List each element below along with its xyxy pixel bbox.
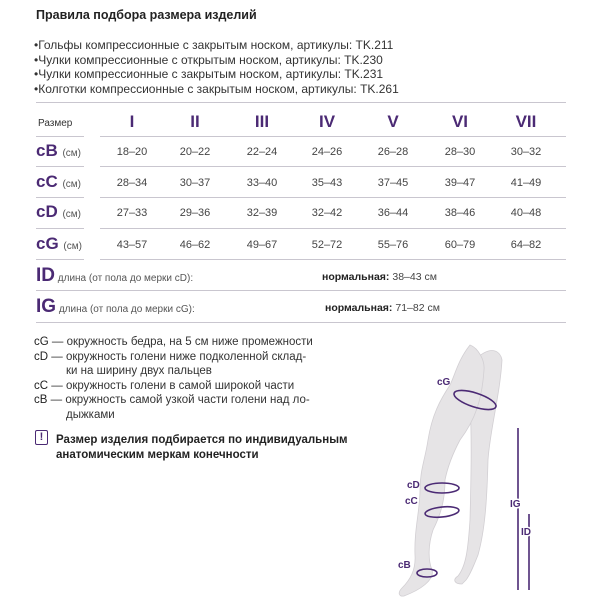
legend-item: cD — окружность голени ниже подколенной … — [34, 350, 307, 363]
table-cell: 35–43 — [311, 177, 343, 189]
row-label-cC: cC (см) — [36, 172, 82, 191]
product-item: •Чулки компрессионные с открытым носком,… — [34, 52, 383, 67]
size-header-label: Размер — [38, 118, 73, 129]
divider — [36, 102, 566, 103]
table-cell: 60–79 — [444, 239, 476, 251]
legend-item: cG — окружность бедра, на 5 см ниже пром… — [34, 336, 313, 348]
table-cell: 46–62 — [179, 239, 211, 251]
table-cell: 26–28 — [377, 146, 409, 158]
product-item: •Чулки компрессионные с закрытым носком,… — [34, 67, 384, 81]
ID-label: ID — [521, 527, 531, 538]
table-cell: 64–82 — [510, 239, 542, 251]
table-cell: 28–30 — [444, 146, 476, 158]
size-header-3: III — [254, 112, 270, 131]
cB-label: cB — [398, 560, 411, 571]
size-header-6: VI — [451, 112, 469, 131]
normal-length-ID: нормальная: 38–43 см — [322, 271, 437, 283]
divider — [36, 136, 84, 137]
cD-ring — [424, 482, 460, 494]
table-cell: 18–20 — [116, 146, 148, 158]
table-cell: 43–57 — [116, 239, 148, 251]
cB-ring — [416, 568, 438, 578]
divider — [36, 197, 84, 198]
normal-length-IG: нормальная: 71–82 см — [325, 302, 440, 314]
divider — [36, 166, 84, 167]
size-note: Размер изделия подбирается по индивидуал… — [56, 434, 348, 461]
table-cell: 20–22 — [179, 146, 211, 158]
table-cell: 39–47 — [444, 177, 476, 189]
size-header-2: II — [190, 112, 200, 131]
exclamation-icon: ! — [35, 430, 48, 445]
cC-label: cC — [405, 496, 418, 507]
front-leg — [398, 344, 485, 597]
legend-item: cB — окружность самой узкой части голени… — [34, 394, 310, 406]
page-title: Правила подбора размера изделий — [36, 8, 257, 22]
table-cell: 38–46 — [444, 207, 476, 219]
divider — [36, 290, 566, 291]
size-header-4: IV — [318, 112, 336, 131]
table-cell: 28–34 — [116, 177, 148, 189]
divider — [100, 259, 566, 260]
table-cell: 33–40 — [246, 177, 278, 189]
divider — [36, 228, 84, 229]
cD-label: cD — [407, 480, 420, 491]
divider — [36, 259, 84, 260]
length-ID: ID длина (от пола до мерки cD): — [36, 265, 194, 286]
product-list: •Гольфы компрессионные с закрытым носком… — [34, 38, 399, 96]
table-cell: 36–44 — [377, 207, 409, 219]
table-cell: 32–39 — [246, 207, 278, 219]
divider — [100, 197, 566, 198]
table-cell: 52–72 — [311, 239, 343, 251]
table-cell: 40–48 — [510, 207, 542, 219]
table-cell: 49–67 — [246, 239, 278, 251]
cG-ring — [453, 389, 497, 411]
divider — [100, 166, 566, 167]
divider — [100, 228, 566, 229]
size-header-7: VII — [515, 112, 537, 131]
product-item: •Гольфы компрессионные с закрытым носком… — [34, 38, 394, 52]
table-cell: 30–37 — [179, 177, 211, 189]
table-cell: 22–24 — [246, 146, 278, 158]
legend-item: cC — окружность голени в самой широкой ч… — [34, 379, 295, 392]
row-label-cB: cB (см) — [36, 141, 82, 160]
row-label-cD: cD (см) — [36, 202, 82, 221]
table-cell: 27–33 — [116, 207, 148, 219]
size-header-1: I — [129, 112, 135, 131]
divider — [100, 136, 566, 137]
divider — [36, 322, 566, 323]
table-cell: 37–45 — [377, 177, 409, 189]
cC-ring — [424, 505, 460, 519]
table-cell: 24–26 — [311, 146, 343, 158]
table-cell: 55–76 — [377, 239, 409, 251]
table-cell: 30–32 — [510, 146, 542, 158]
table-cell: 29–36 — [179, 207, 211, 219]
row-label-cG: cG (см) — [36, 234, 82, 253]
table-cell: 41–49 — [510, 177, 542, 189]
measurement-legend: cG — окружность бедра, на 5 см ниже пром… — [34, 336, 313, 421]
size-header-5: V — [387, 112, 399, 131]
table-cell: 32–42 — [311, 207, 343, 219]
length-IG: IG длина (от пола до мерки cG): — [36, 296, 195, 317]
product-item: •Колготки компрессионные с закрытым носк… — [34, 81, 399, 96]
cG-label: cG — [437, 377, 451, 388]
IG-label: IG — [510, 499, 521, 510]
